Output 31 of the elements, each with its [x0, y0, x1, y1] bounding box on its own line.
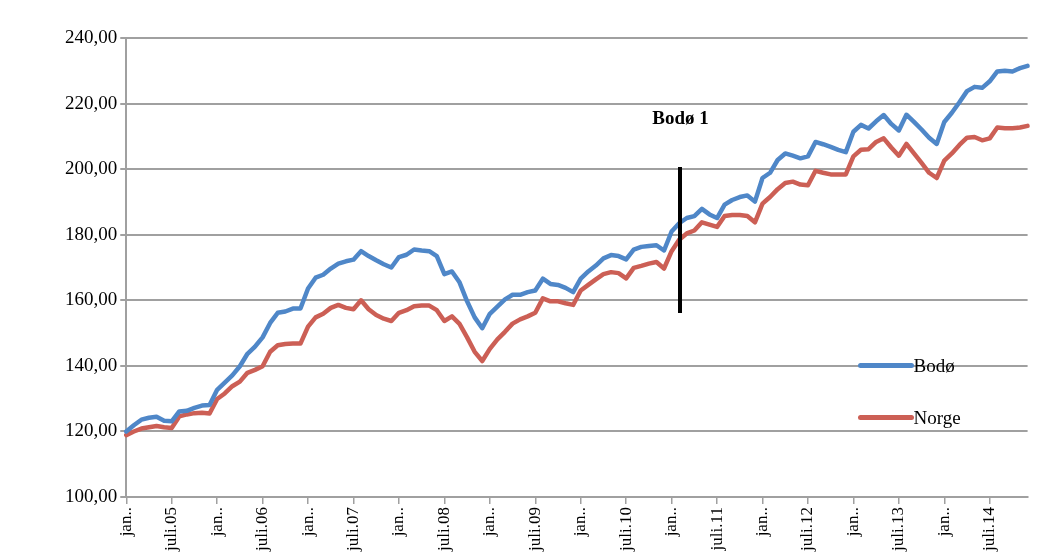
x-tick-label: jan..	[933, 507, 953, 538]
x-tick-label: juli.13	[888, 507, 908, 552]
y-tick-label: 140,00	[65, 353, 118, 375]
x-tick-label: jan..	[115, 507, 135, 538]
x-tick-label: juli.06	[252, 507, 272, 552]
x-tick-label: juli.11	[706, 507, 726, 552]
y-tick-label: 160,00	[65, 288, 118, 310]
x-tick-label: jan..	[479, 507, 499, 538]
x-tick-label: jan..	[206, 507, 226, 538]
x-tick-label: juli.05	[161, 507, 181, 552]
x-tick-label: juli.14	[979, 506, 999, 552]
y-tick-label: 100,00	[65, 485, 118, 507]
y-tick-label: 120,00	[65, 419, 118, 441]
y-tick-label: 220,00	[65, 91, 118, 113]
annotation: Bodø 1	[651, 106, 710, 129]
x-tick-label: jan..	[388, 507, 408, 538]
y-tick-label: 200,00	[65, 157, 118, 179]
x-tick-label: jan..	[842, 507, 862, 538]
x-tick-label: juli.08	[433, 507, 453, 552]
x-tick-label: jan..	[570, 507, 590, 538]
y-tick-label: 240,00	[65, 25, 118, 47]
x-tick-label: jan..	[661, 507, 681, 538]
x-tick-label: jan..	[297, 507, 317, 538]
x-tick-label: juli.10	[615, 507, 635, 552]
x-tick-label: juli.12	[797, 507, 817, 552]
x-tick-label: juli.07	[342, 506, 362, 552]
x-tick-label: juli.09	[524, 507, 544, 552]
y-tick-label: 180,00	[65, 222, 118, 244]
x-tick-label: jan..	[751, 507, 771, 538]
legend-label: Bodø	[913, 354, 955, 377]
legend-label: Norge	[913, 406, 961, 429]
